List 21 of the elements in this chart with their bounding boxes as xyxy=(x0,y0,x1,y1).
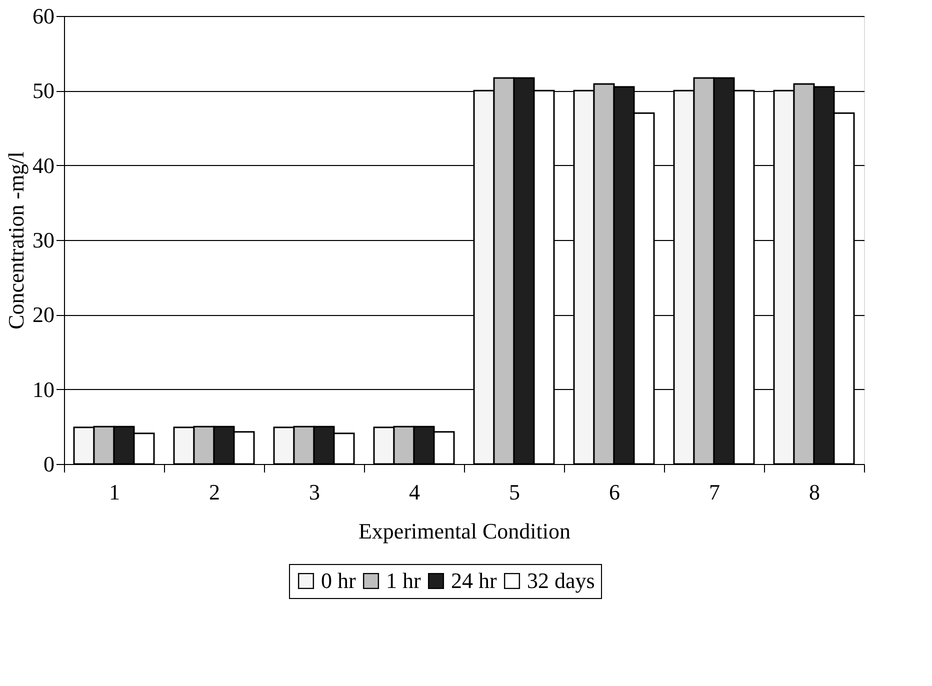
legend-label: 32 days xyxy=(527,568,595,593)
legend-label: 24 hr xyxy=(451,568,498,593)
y-tick-label: 20 xyxy=(32,302,54,328)
x-tick-label: 5 xyxy=(509,480,520,504)
x-tick-label: 8 xyxy=(809,480,820,504)
x-axis-title: Experimental Condition xyxy=(358,518,571,544)
y-tick-label: 10 xyxy=(32,376,54,402)
y-tick-label: 50 xyxy=(32,78,54,104)
legend-label: 0 hr xyxy=(321,568,356,593)
x-tick-label: 1 xyxy=(109,480,120,504)
legend-label: 1 hr xyxy=(386,568,422,593)
y-axis-title: Concentration -mg/l xyxy=(4,152,28,330)
y-tick-label: 0 xyxy=(44,452,54,476)
y-tick-label: 40 xyxy=(32,152,54,178)
x-tick-label: 7 xyxy=(709,480,720,504)
y-tick-label: 30 xyxy=(32,228,54,252)
x-tick-label: 4 xyxy=(409,480,420,504)
x-tick-label: 6 xyxy=(609,480,620,504)
x-tick-label: 3 xyxy=(309,480,320,504)
y-tick-label: 60 xyxy=(32,4,54,28)
x-tick-label: 2 xyxy=(209,480,220,504)
